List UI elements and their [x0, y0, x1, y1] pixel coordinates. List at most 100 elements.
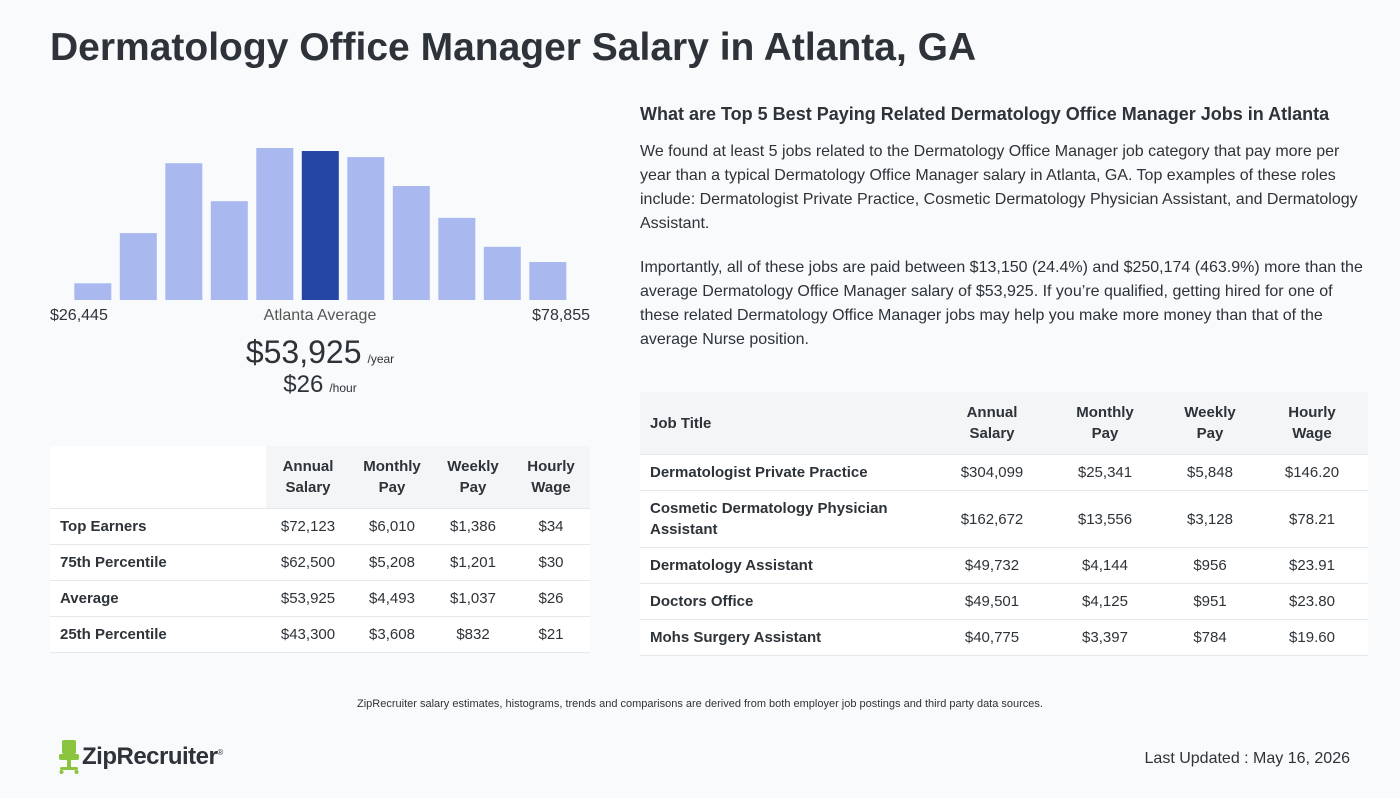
- table-cell: $1,037: [434, 580, 512, 617]
- data-source-footnote: ZipRecruiter salary estimates, histogram…: [357, 698, 1043, 710]
- table-cell: $21: [512, 616, 590, 653]
- table-cell: $30: [512, 544, 590, 581]
- histogram-max-label: $78,855: [532, 307, 590, 324]
- table-cell: $23.80: [1256, 583, 1368, 620]
- histogram-bar: [529, 262, 567, 300]
- row-label: Dermatology Assistant: [640, 547, 938, 584]
- percentile-header-annual: Annual Salary: [266, 446, 350, 509]
- histogram-bar: [165, 163, 203, 300]
- table-cell: $784: [1164, 619, 1256, 656]
- histogram-bar: [392, 186, 430, 300]
- table-cell: $13,556: [1046, 490, 1164, 548]
- table-cell: $832: [434, 616, 512, 653]
- related-jobs-table: Job Title Annual Salary Monthly Pay Weekly…: [640, 392, 1368, 656]
- table-cell: $26: [512, 580, 590, 617]
- table-cell: $5,208: [350, 544, 434, 581]
- table-cell: $304,099: [938, 454, 1046, 491]
- table-cell: $3,397: [1046, 619, 1164, 656]
- row-label: Top Earners: [50, 508, 266, 545]
- average-hour-value: $26: [283, 371, 324, 398]
- histogram-bar: [347, 157, 385, 300]
- histogram-min-label: $26,445: [50, 307, 108, 324]
- row-label: Cosmetic Dermatology Physician Assistant: [640, 490, 938, 548]
- table-cell: $3,128: [1164, 490, 1256, 548]
- table-cell: $62,500: [266, 544, 350, 581]
- histogram-bar-average: [301, 151, 339, 300]
- percentile-table-header: Annual Salary Monthly Pay Weekly Pay Hourly…: [50, 446, 590, 509]
- histogram-average-label: Atlanta Average: [263, 307, 377, 324]
- related-jobs-paragraph-2: Importantly, all of these jobs are paid …: [640, 259, 1363, 348]
- average-yearly-salary: $53,925/year: [50, 334, 590, 371]
- table-cell: $49,732: [938, 547, 1046, 584]
- percentile-header-monthly: Monthly Pay: [350, 446, 434, 509]
- jobs-header-monthly: Monthly Pay: [1046, 392, 1164, 455]
- table-cell: $956: [1164, 547, 1256, 584]
- related-jobs-heading: What are Top 5 Best Paying Related Derma…: [640, 104, 1330, 124]
- table-cell: $40,775: [938, 619, 1046, 656]
- ziprecruiter-logo[interactable]: ZipRecruiter®: [58, 740, 223, 774]
- row-label: 25th Percentile: [50, 616, 266, 653]
- histogram-bar: [210, 201, 248, 300]
- row-label: Mohs Surgery Assistant: [640, 619, 938, 656]
- percentile-header-weekly: Weekly Pay: [434, 446, 512, 509]
- histogram-bar: [483, 246, 521, 300]
- percentile-row: Average $53,925 $4,493 $1,037 $26: [50, 580, 590, 617]
- table-cell: $34: [512, 508, 590, 545]
- table-cell: $1,386: [434, 508, 512, 545]
- table-cell: $53,925: [266, 580, 350, 617]
- average-hourly-wage: $26/hour: [50, 371, 590, 399]
- percentile-table: Annual Salary Monthly Pay Weekly Pay Hourly…: [50, 446, 590, 653]
- table-cell: $4,493: [350, 580, 434, 617]
- job-row: Dermatologist Private Practice $304,099 $2…: [640, 454, 1368, 491]
- row-label: Dermatologist Private Practice: [640, 454, 938, 491]
- percentile-row: 75th Percentile $62,500 $5,208 $1,201 $30: [50, 544, 590, 581]
- table-cell: $1,201: [434, 544, 512, 581]
- job-row: Mohs Surgery Assistant $40,775 $3,397 $784 $…: [640, 619, 1368, 656]
- table-cell: $4,144: [1046, 547, 1164, 584]
- jobs-table-header: Job Title Annual Salary Monthly Pay Weekly…: [640, 392, 1368, 455]
- job-row: Dermatology Assistant $49,732 $4,144 $956 $2…: [640, 547, 1368, 584]
- histogram-bar: [119, 233, 157, 300]
- table-cell: $72,123: [266, 508, 350, 545]
- last-updated: Last Updated : May 16, 2026: [1144, 750, 1350, 767]
- average-hour-unit: /hour: [329, 381, 357, 395]
- histogram-svg: [74, 148, 567, 300]
- table-cell: $4,125: [1046, 583, 1164, 620]
- row-label: Average: [50, 580, 266, 617]
- jobs-header-annual: Annual Salary: [938, 392, 1046, 455]
- related-jobs-paragraph-1: We found at least 5 jobs related to the …: [640, 143, 1358, 232]
- table-cell: $25,341: [1046, 454, 1164, 491]
- chair-icon: [59, 740, 79, 774]
- logo-wordmark: ZipRecruiter: [82, 743, 218, 770]
- percentile-row: Top Earners $72,123 $6,010 $1,386 $34: [50, 508, 590, 545]
- salary-histogram: [50, 140, 590, 300]
- jobs-header-title: Job Title: [640, 392, 938, 455]
- table-cell: $6,010: [350, 508, 434, 545]
- percentile-header-blank: [50, 446, 266, 509]
- job-row: Cosmetic Dermatology Physician Assistant…: [640, 490, 1368, 548]
- row-label: Doctors Office: [640, 583, 938, 620]
- table-cell: $951: [1164, 583, 1256, 620]
- average-year-unit: /year: [367, 352, 395, 366]
- average-year-value: $53,925: [245, 334, 362, 370]
- table-cell: $19.60: [1256, 619, 1368, 656]
- table-cell: $146.20: [1256, 454, 1368, 491]
- table-cell: $162,672: [938, 490, 1046, 548]
- table-cell: $23.91: [1256, 547, 1368, 584]
- jobs-header-weekly: Weekly Pay: [1164, 392, 1256, 455]
- histogram-bar: [256, 148, 294, 300]
- percentile-header-hourly: Hourly Wage: [512, 446, 590, 509]
- page-title: Dermatology Office Manager Salary in Atl…: [50, 26, 977, 69]
- logo-registered-mark: ®: [217, 748, 223, 757]
- table-cell: $5,848: [1164, 454, 1256, 491]
- histogram-bar: [438, 217, 476, 300]
- percentile-row: 25th Percentile $43,300 $3,608 $832 $21: [50, 616, 590, 653]
- table-cell: $78.21: [1256, 490, 1368, 548]
- table-cell: $43,300: [266, 616, 350, 653]
- logo-text: ZipRecruiter®: [82, 743, 223, 771]
- job-row: Doctors Office $49,501 $4,125 $951 $23.80: [640, 583, 1368, 620]
- table-cell: $49,501: [938, 583, 1046, 620]
- table-cell: $3,608: [350, 616, 434, 653]
- row-label: 75th Percentile: [50, 544, 266, 581]
- histogram-bar: [74, 283, 112, 300]
